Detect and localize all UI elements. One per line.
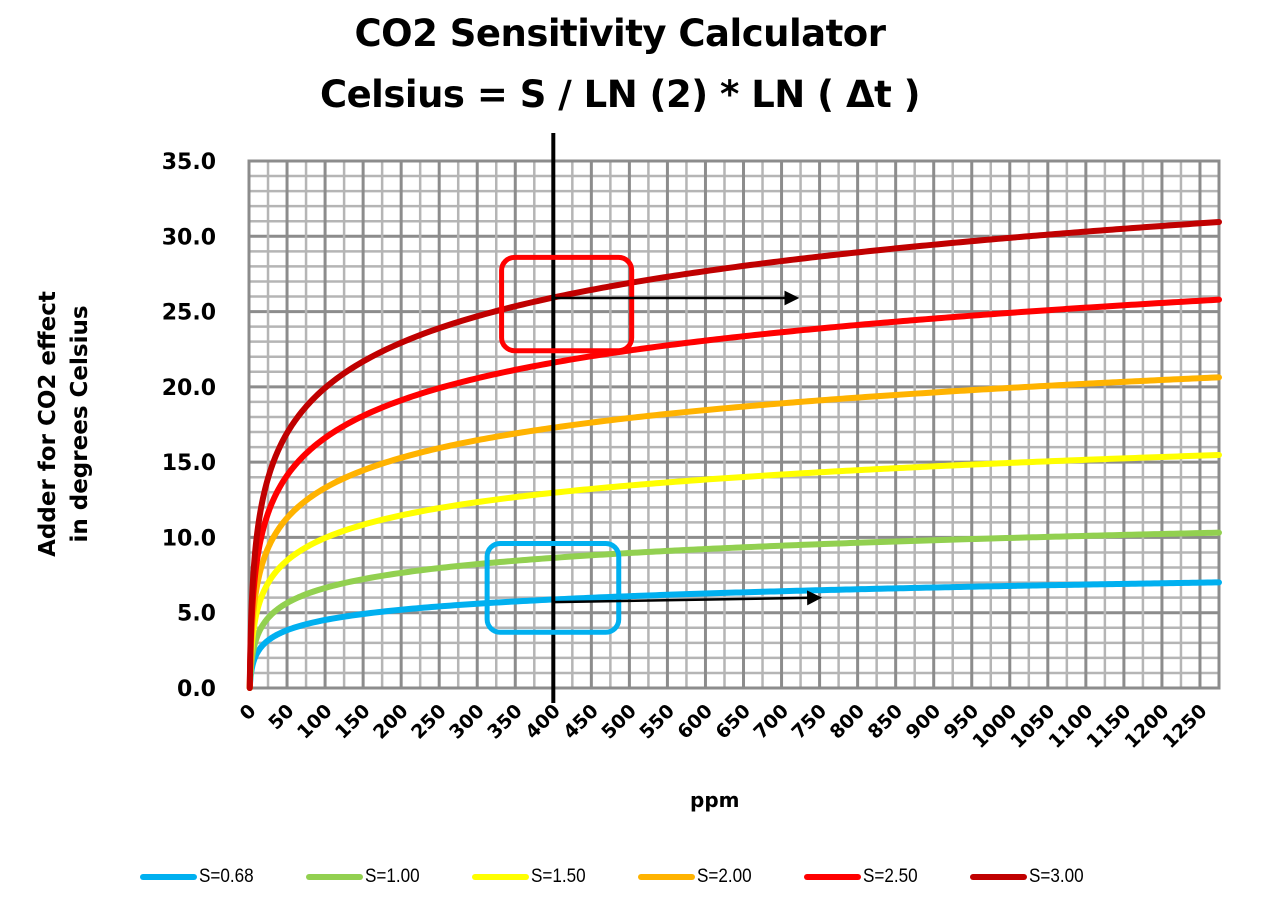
x-tick-label: 700 xyxy=(749,700,793,744)
y-tick-label: 20.0 xyxy=(162,376,216,401)
legend-swatch xyxy=(638,874,695,880)
x-tick-label: 350 xyxy=(483,700,527,744)
x-tick-label: 100 xyxy=(293,700,337,744)
series-lines xyxy=(246,219,1222,691)
plot-area-border xyxy=(247,159,1221,690)
x-tick-label: 500 xyxy=(597,700,641,744)
y-tick-label: 10.0 xyxy=(162,526,216,551)
legend-swatch xyxy=(804,874,861,880)
legend-swatch xyxy=(472,874,529,880)
chart-subtitle-formula: Celsius = S / LN (2) * LN ( Δt ) xyxy=(319,73,921,116)
series-line-s-2-00 xyxy=(246,374,1222,691)
legend-item: S=3.00 xyxy=(970,866,1136,888)
legend: S=0.68 S=1.00 S=1.50 S=2.00 S=2.50 S=3.00 xyxy=(140,866,1136,888)
legend-swatch xyxy=(306,874,363,880)
x-tick-label: 300 xyxy=(445,700,489,744)
y-tick-label: 15.0 xyxy=(162,451,216,476)
x-tick-label: 900 xyxy=(902,700,946,744)
x-tick-label: 1250 xyxy=(1159,700,1212,753)
x-tick-label: 250 xyxy=(407,700,451,744)
x-tick-label: 800 xyxy=(826,700,870,744)
x-tick-label: 850 xyxy=(864,700,908,744)
x-tick-labels: 0 501001502002503003504004505005506006507… xyxy=(236,700,1212,753)
legend-label: S=1.50 xyxy=(531,866,586,887)
series-line-s-0-68 xyxy=(246,579,1222,691)
x-tick-label: 600 xyxy=(673,700,717,744)
legend-label: S=2.50 xyxy=(863,866,918,887)
y-tick-label: 5.0 xyxy=(177,602,216,627)
x-tick-label: 650 xyxy=(711,700,755,744)
series-line-s-1-00 xyxy=(246,529,1222,691)
series-line-s-3-00 xyxy=(246,219,1222,691)
y-tick-label: 35.0 xyxy=(162,150,216,175)
legend-item: S=1.50 xyxy=(472,866,638,888)
legend-swatch xyxy=(140,874,197,880)
x-tick-label: 550 xyxy=(635,700,679,744)
x-tick-label: 150 xyxy=(331,700,375,744)
legend-label: S=2.00 xyxy=(697,866,752,887)
red-highlight-box xyxy=(499,254,635,354)
x-tick-label: 200 xyxy=(369,700,413,744)
legend-item: S=2.50 xyxy=(804,866,970,888)
y-tick-label: 25.0 xyxy=(162,301,216,326)
series-line-s-1-50 xyxy=(246,452,1222,691)
annotations xyxy=(484,133,823,703)
legend-item: S=2.00 xyxy=(638,866,804,888)
x-tick-label: 0 xyxy=(236,700,261,725)
x-tick-label: 450 xyxy=(559,700,603,744)
grid xyxy=(247,159,1221,690)
x-tick-label: 750 xyxy=(788,700,832,744)
series-line-s-2-50 xyxy=(246,296,1222,691)
x-axis-title: ppm xyxy=(690,788,740,812)
x-tick-label: 400 xyxy=(521,700,565,744)
legend-item: S=1.00 xyxy=(306,866,472,888)
chart-title: CO2 Sensitivity Calculator xyxy=(354,12,886,55)
y-tick-label: 30.0 xyxy=(162,225,216,250)
y-tick-labels: 0.0 5.0 10.0 15.0 20.0 25.0 30.0 35.0 xyxy=(162,150,216,702)
lower-arrow xyxy=(553,590,823,606)
legend-label: S=0.68 xyxy=(199,866,254,887)
legend-item: S=0.68 xyxy=(140,866,306,888)
blue-highlight-box xyxy=(484,540,622,635)
legend-label: S=3.00 xyxy=(1029,866,1084,887)
legend-label: S=1.00 xyxy=(365,866,420,887)
y-tick-label: 0.0 xyxy=(177,677,216,702)
legend-swatch xyxy=(970,874,1027,880)
